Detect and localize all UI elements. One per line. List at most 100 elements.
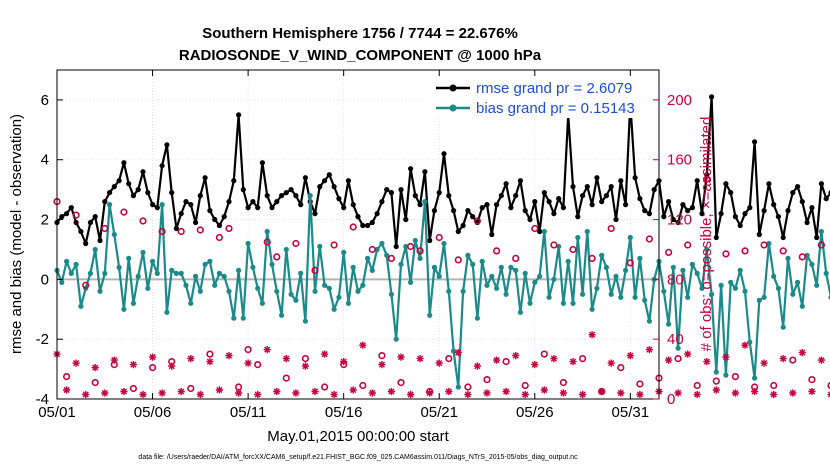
rmse-point — [685, 208, 691, 214]
rmse-point — [360, 222, 366, 229]
bias-point — [221, 273, 227, 279]
obs-assimilated-marker — [82, 390, 90, 399]
bias-point — [565, 258, 571, 264]
asterisk-glyph — [760, 359, 768, 367]
rmse-point — [350, 202, 356, 208]
obs-possible-marker — [664, 248, 673, 256]
asterisk-glyph — [454, 349, 462, 357]
legend-rmse-marker — [449, 84, 457, 92]
x-tick-label: 05/11 — [230, 404, 266, 421]
obs-possible-marker — [101, 224, 109, 233]
asterisk-glyph — [177, 387, 185, 396]
obs-possible-marker — [779, 247, 787, 255]
bias-point — [446, 288, 452, 294]
bias-point — [747, 339, 753, 345]
rmse-point — [279, 193, 285, 199]
asterisk-glyph — [731, 389, 740, 397]
obs-possible-marker — [359, 381, 367, 390]
obs-assimilated-marker — [626, 352, 634, 360]
asterisk-glyph — [493, 356, 501, 364]
bias-point — [307, 193, 313, 199]
bias-point — [341, 249, 347, 255]
rmse-point — [221, 214, 227, 220]
obs-assimilated-marker — [263, 346, 271, 354]
asterisk-glyph — [750, 387, 759, 396]
bias-point — [97, 288, 103, 294]
obs-assimilated-marker — [196, 390, 204, 399]
rmse-point — [446, 193, 452, 199]
obs-possible-marker — [493, 247, 501, 255]
chart-subtitle: RADIOSONDE_V_WIND_COMPONENT @ 1000 hPa — [179, 47, 542, 64]
rmse-point — [212, 216, 218, 223]
bias-point — [369, 267, 375, 273]
rmse-point — [87, 219, 93, 226]
asterisk-glyph — [368, 389, 376, 397]
asterisk-glyph — [129, 361, 137, 369]
asterisk-glyph — [626, 352, 634, 360]
asterisk-glyph — [502, 387, 510, 396]
rmse-point — [780, 234, 786, 241]
rmse-point — [68, 205, 74, 211]
asterisk-glyph — [569, 358, 577, 366]
rmse-point — [527, 216, 533, 223]
obs-possible-marker — [273, 253, 281, 261]
bias-point — [460, 288, 466, 294]
rmse-point — [169, 190, 175, 196]
y-tick-label: -4 — [36, 391, 49, 408]
y-tick-label: 6 — [41, 92, 49, 109]
rmse-point — [575, 214, 581, 220]
rmse-point — [116, 178, 122, 184]
bias-point — [680, 267, 686, 273]
obs-possible-marker — [693, 381, 701, 390]
bias-point — [140, 249, 146, 255]
obs-assimilated-marker — [636, 390, 644, 399]
asterisk-glyph — [722, 353, 730, 361]
y-tick-label: 4 — [41, 152, 49, 169]
obs-assimilated-marker — [808, 387, 816, 396]
rmse-point — [584, 184, 590, 190]
rmse-point — [718, 211, 724, 217]
rmse-point — [441, 151, 447, 157]
obs-assimilated-marker — [301, 362, 309, 370]
rmse-point — [785, 208, 791, 214]
obs-possible-marker — [540, 350, 548, 358]
rmse-point — [651, 187, 657, 193]
chart-title: Southern Hemisphere 1756 / 7744 = 22.676… — [202, 25, 518, 42]
bias-point — [517, 309, 524, 315]
obs-assimilated-marker — [645, 346, 654, 354]
asterisk-glyph — [91, 364, 99, 372]
asterisk-glyph — [817, 356, 826, 364]
bias-point — [646, 318, 653, 324]
asterisk-glyph — [808, 387, 816, 396]
obs-assimilated-marker — [521, 390, 529, 399]
rmse-point — [188, 202, 194, 208]
y-tick-label: 0 — [41, 271, 49, 288]
rmse-point — [556, 196, 562, 202]
bias-point — [489, 273, 495, 279]
obs-assimilated-marker — [770, 390, 778, 399]
bias-point — [694, 270, 700, 276]
obs-possible-marker — [741, 247, 749, 255]
legend: rmse grand pr = 2.6079 bias grand pr = 0… — [428, 76, 650, 118]
rmse-point — [269, 205, 275, 211]
obs-assimilated-marker — [664, 356, 673, 364]
bias-point — [546, 294, 552, 300]
rmse-point — [145, 190, 151, 196]
rmse-point — [551, 211, 557, 217]
rmse-point — [417, 202, 423, 208]
obs-possible-marker — [770, 381, 778, 390]
obs-possible-marker — [387, 254, 396, 262]
asterisk-glyph — [206, 358, 214, 366]
asterisk-glyph — [196, 390, 204, 399]
rmse-point — [322, 178, 328, 184]
rmse-point — [465, 208, 471, 214]
asterisk-glyph — [72, 359, 80, 367]
obs-possible-marker — [149, 364, 157, 372]
bias-point — [107, 202, 113, 208]
rmse-point — [613, 216, 619, 223]
legend-bias-marker — [449, 104, 457, 112]
rmse-point — [412, 193, 418, 199]
asterisk-glyph — [512, 352, 520, 360]
bias-point — [59, 279, 65, 285]
rmse-point — [159, 163, 165, 169]
